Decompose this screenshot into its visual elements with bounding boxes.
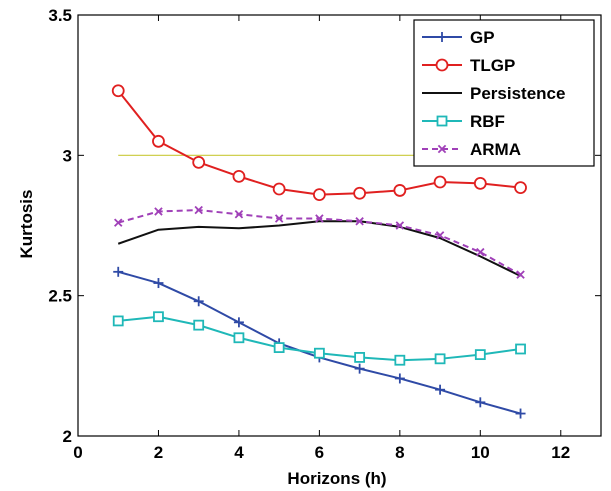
legend-label-gp: GP xyxy=(470,28,495,47)
data-point-tlgp xyxy=(514,181,527,195)
series-line-persistence xyxy=(117,220,521,277)
data-point-gp xyxy=(193,296,204,307)
y-tick-label: 3 xyxy=(63,146,72,165)
legend-marker-arma xyxy=(437,144,447,154)
data-point-gp xyxy=(354,363,365,374)
data-point-rbf xyxy=(394,354,406,366)
data-point-arma xyxy=(395,221,405,230)
legend-item-tlgp: TLGP xyxy=(422,56,515,75)
legend-marker-tlgp xyxy=(435,58,449,72)
x-axis-label: Horizons (h) xyxy=(287,469,386,488)
x-tick-label: 10 xyxy=(471,443,490,462)
x-tick-label: 12 xyxy=(551,443,570,462)
y-tick-label: 2 xyxy=(63,427,72,446)
data-point-tlgp xyxy=(232,169,246,183)
x-tick-label: 6 xyxy=(315,443,324,462)
legend-marker-rbf xyxy=(436,115,448,127)
x-tick-label: 0 xyxy=(73,443,82,462)
data-point-rbf xyxy=(515,343,526,355)
data-point-arma xyxy=(154,207,163,216)
legend-label-arma: ARMA xyxy=(470,140,521,159)
y-tick-label: 2.5 xyxy=(48,287,72,306)
data-point-arma xyxy=(194,205,203,215)
legend-item-persistence: Persistence xyxy=(422,84,565,103)
data-point-rbf xyxy=(233,332,245,344)
legend: GP TLGP Persistence RBF ARMA xyxy=(413,19,595,167)
data-point-rbf xyxy=(354,352,366,363)
data-point-arma xyxy=(113,218,123,227)
data-point-tlgp xyxy=(272,182,286,196)
series-tlgp xyxy=(111,84,527,202)
data-point-tlgp xyxy=(192,155,206,169)
series-rbf xyxy=(112,311,526,366)
y-axis-label: Kurtosis xyxy=(17,190,36,259)
data-point-rbf xyxy=(153,311,164,323)
legend-label-persistence: Persistence xyxy=(470,84,565,103)
legend-item-gp: GP xyxy=(422,28,495,47)
data-point-gp xyxy=(233,317,244,328)
data-point-gp xyxy=(394,373,405,384)
legend-item-arma: ARMA xyxy=(422,140,521,159)
data-point-arma xyxy=(516,270,525,279)
data-point-rbf xyxy=(313,347,325,359)
legend-label-tlgp: TLGP xyxy=(470,56,515,75)
data-point-gp xyxy=(475,397,486,408)
legend-label-rbf: RBF xyxy=(470,112,505,131)
data-point-tlgp xyxy=(393,184,407,197)
legend-marker-gp xyxy=(437,32,447,42)
data-point-arma xyxy=(476,247,485,257)
data-point-rbf xyxy=(112,315,124,327)
series-persistence xyxy=(117,220,521,277)
data-point-tlgp xyxy=(353,186,367,200)
data-point-rbf xyxy=(434,353,446,365)
data-point-arma xyxy=(234,210,244,219)
x-tick-label: 2 xyxy=(154,443,163,462)
x-tick-label: 8 xyxy=(395,443,404,462)
y-tick-label: 3.5 xyxy=(48,6,72,25)
series-arma xyxy=(113,205,525,279)
data-point-rbf xyxy=(273,342,285,353)
data-point-tlgp xyxy=(152,134,165,148)
data-point-rbf xyxy=(193,319,205,331)
data-point-gp xyxy=(113,266,124,277)
data-point-tlgp xyxy=(111,84,125,98)
data-point-arma xyxy=(435,231,445,240)
data-point-arma xyxy=(355,217,364,226)
data-point-tlgp xyxy=(312,188,326,202)
data-point-arma xyxy=(315,214,324,223)
legend-item-rbf: RBF xyxy=(422,112,505,131)
data-point-gp xyxy=(153,278,164,289)
data-point-gp xyxy=(435,384,446,395)
data-point-tlgp xyxy=(473,176,487,190)
data-point-rbf xyxy=(474,349,486,361)
series-group xyxy=(111,84,527,419)
data-point-gp xyxy=(515,408,526,419)
x-tick-label: 4 xyxy=(234,443,244,462)
data-point-arma xyxy=(274,214,284,223)
data-point-tlgp xyxy=(433,175,447,189)
